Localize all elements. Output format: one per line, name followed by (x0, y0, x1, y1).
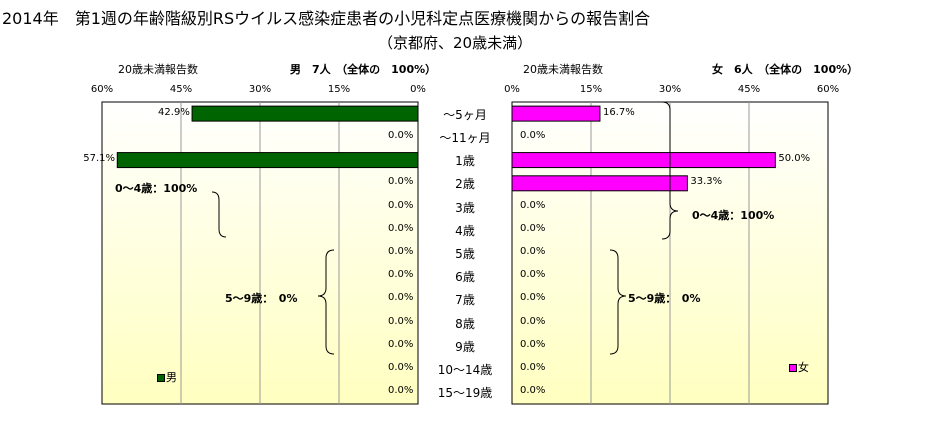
female-panel-label: 20歳未満報告数 (523, 63, 603, 76)
male-legend-label: 男 (166, 371, 177, 384)
female-value-label: 0.0% (520, 129, 546, 141)
male-tick-label: 45% (169, 84, 193, 95)
male-value-label: 0.0% (388, 176, 414, 188)
female-value-label: 33.3% (690, 176, 723, 188)
male-bar (116, 152, 419, 169)
female-tick-label: 30% (658, 84, 682, 95)
male-annotation-5-9: 5～9歳： 0% (225, 292, 298, 305)
female-header: 女 6人 （全体の 100%） (712, 63, 859, 76)
female-value-label: 0.0% (520, 292, 546, 304)
male-legend-swatch (157, 374, 165, 382)
category-label: 4歳 (455, 223, 475, 238)
male-value-label: 0.0% (388, 292, 414, 304)
male-tick-label: 30% (248, 84, 272, 95)
female-value-label: 0.0% (520, 199, 546, 211)
male-value-label: 0.0% (388, 129, 414, 141)
chart-subtitle: （京都府、20歳未満） (378, 34, 533, 52)
female-annotation-0-4: 0～4歳：100% (692, 209, 775, 222)
male-value-label: 0.0% (388, 362, 414, 374)
male-value-label: 0.0% (388, 199, 414, 211)
female-legend-swatch (789, 364, 797, 372)
male-value-label: 0.0% (388, 385, 414, 397)
category-label: 6歳 (455, 270, 475, 285)
category-label: 9歳 (455, 339, 475, 354)
category-label: 8歳 (455, 316, 475, 331)
male-bar (191, 105, 419, 122)
female-tick-label: 0% (504, 84, 520, 95)
category-label: 2歳 (455, 177, 475, 192)
category-label: ～11ヶ月 (439, 130, 491, 145)
female-value-label: 0.0% (520, 269, 546, 281)
chart-title: 2014年 第1週の年齢階級別RSウイルス感染症患者の小児科定点医療機関からの報… (2, 9, 651, 28)
male-value-label: 0.0% (388, 246, 414, 257)
female-tick-label: 45% (737, 84, 761, 95)
category-label: 10～14歳 (437, 363, 493, 378)
category-label: 3歳 (455, 200, 475, 215)
category-label: 7歳 (455, 293, 475, 308)
female-brace-0-4 (661, 101, 679, 240)
male-value-label: 57.1% (83, 153, 116, 165)
male-annotation-0-4: 0～4歳：100% (115, 182, 198, 195)
female-brace-5-9 (609, 249, 627, 355)
female-value-label: 50.0% (778, 153, 811, 165)
female-value-label: 0.0% (520, 362, 546, 374)
male-value-label: 0.0% (388, 269, 414, 281)
female-legend-label: 女 (798, 361, 809, 374)
male-value-label: 0.0% (388, 338, 414, 350)
category-label: ～5ヶ月 (443, 107, 487, 122)
female-value-label: 0.0% (520, 246, 546, 257)
female-value-label: 0.0% (520, 222, 546, 234)
female-bar (511, 105, 601, 122)
female-tick-label: 60% (816, 84, 840, 95)
male-value-label: 0.0% (388, 315, 414, 327)
female-tick-label: 15% (579, 84, 603, 95)
female-value-label: 16.7% (602, 106, 635, 118)
male-value-label: 42.9% (158, 106, 190, 118)
female-annotation-5-9: 5～9歳： 0% (628, 292, 701, 305)
category-label: 5歳 (455, 247, 475, 261)
male-value-label: 0.0% (388, 222, 414, 234)
female-value-label: 0.0% (520, 385, 546, 397)
female-bar (511, 152, 776, 169)
female-bar (511, 175, 688, 192)
category-label: 1歳 (455, 154, 475, 169)
male-tick-label: 0% (410, 84, 426, 95)
male-panel-label: 20歳未満報告数 (118, 63, 198, 76)
male-header: 男 7人 （全体の 100%） (290, 63, 437, 76)
male-brace-5-9 (317, 249, 335, 355)
male-tick-label: 60% (90, 84, 114, 95)
male-tick-label: 15% (327, 84, 351, 95)
category-label: 15～19歳 (437, 386, 493, 401)
male-brace-0-4 (211, 191, 227, 238)
female-value-label: 0.0% (520, 315, 546, 327)
female-value-label: 0.0% (520, 338, 546, 350)
